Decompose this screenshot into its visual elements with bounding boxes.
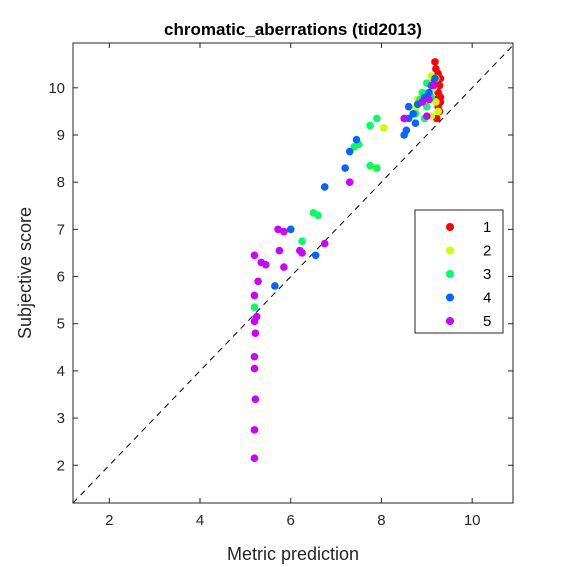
- data-point-series-5: [345, 178, 354, 186]
- y-tick-label: 7: [57, 221, 65, 238]
- data-point-series-4: [311, 251, 320, 260]
- y-tick-label: 3: [57, 410, 65, 427]
- legend-label-5: 5: [483, 313, 491, 330]
- x-tick-label: 2: [105, 512, 113, 529]
- y-tick-label: 4: [57, 363, 65, 380]
- data-point-series-3: [373, 114, 381, 123]
- data-point-series-5: [298, 249, 306, 257]
- legend-label-4: 4: [483, 290, 491, 307]
- y-tick-label: 2: [57, 457, 65, 474]
- data-point-series-3: [423, 102, 431, 111]
- legend-marker-3: [446, 270, 454, 278]
- legend-marker-5: [446, 317, 454, 325]
- data-point-series-5: [251, 395, 260, 404]
- data-point-series-5: [250, 364, 259, 373]
- data-point-series-2: [434, 107, 442, 116]
- x-tick-label: 4: [196, 512, 204, 529]
- data-point-series-3: [373, 164, 381, 172]
- data-point-series-4: [286, 225, 295, 234]
- data-point-series-4: [409, 109, 418, 118]
- data-point-series-4: [400, 131, 408, 139]
- data-point-series-4: [352, 135, 361, 144]
- data-point-series-5: [250, 426, 259, 434]
- legend: 1 2 3 4 5: [414, 209, 504, 334]
- x-axis-label: Metric prediction: [227, 544, 359, 564]
- data-point-series-5: [250, 352, 259, 361]
- data-point-series-5: [418, 98, 427, 106]
- x-tick-label: 10: [464, 512, 481, 529]
- y-tick-label: 10: [48, 80, 65, 97]
- y-axis-label: Subjective score: [15, 207, 35, 339]
- data-point-series-3: [366, 121, 374, 130]
- legend-box: [414, 209, 504, 334]
- data-point-series-4: [341, 164, 349, 172]
- data-point-series-5: [320, 239, 329, 248]
- data-point-series-2: [432, 98, 440, 106]
- data-point-series-5: [400, 114, 408, 123]
- data-point-series-5: [423, 112, 431, 120]
- data-point-series-4: [431, 74, 439, 83]
- data-point-series-3: [350, 142, 359, 151]
- data-point-series-4: [320, 183, 329, 191]
- y-tick-label: 6: [57, 269, 65, 286]
- data-point-series-5: [250, 251, 259, 260]
- data-point-series-5: [274, 225, 282, 234]
- data-point-series-4: [271, 282, 279, 290]
- y-tick-label: 5: [57, 316, 65, 333]
- data-point-series-5: [250, 454, 259, 462]
- data-point-series-1: [431, 58, 439, 66]
- data-point-series-5: [261, 260, 270, 269]
- data-point-series-4: [411, 119, 420, 128]
- y-tick-label: 9: [57, 127, 65, 144]
- data-point-series-5: [275, 246, 284, 255]
- data-point-series-4: [404, 102, 413, 111]
- data-point-series-3: [314, 211, 322, 220]
- legend-label-2: 2: [483, 243, 491, 260]
- legend-label-3: 3: [483, 266, 491, 283]
- data-point-series-2: [379, 124, 388, 132]
- data-point-series-3: [298, 237, 306, 245]
- chart-title: chromatic_aberrations (tid2013): [164, 20, 422, 39]
- legend-label-1: 1: [483, 219, 491, 236]
- legend-marker-2: [446, 246, 454, 255]
- reference-diagonal-line: [72, 45, 514, 504]
- legend-marker-4: [446, 293, 454, 302]
- data-point-series-4: [345, 147, 354, 156]
- data-point-series-5: [429, 81, 438, 90]
- x-tick-label: 8: [377, 512, 385, 529]
- data-point-series-5: [250, 291, 259, 300]
- legend-marker-1: [446, 223, 454, 231]
- x-tick-label: 6: [287, 512, 295, 529]
- data-point-series-5: [250, 317, 259, 326]
- data-point-series-3: [250, 303, 259, 312]
- y-tick-label: 8: [57, 174, 65, 191]
- data-point-series-5: [254, 277, 262, 286]
- data-point-series-5: [280, 263, 288, 271]
- data-point-series-3: [366, 161, 374, 170]
- data-point-series-5: [425, 95, 433, 104]
- data-point-series-4: [425, 88, 433, 97]
- data-point-series-5: [251, 329, 260, 337]
- data-point-series-5: [280, 227, 288, 236]
